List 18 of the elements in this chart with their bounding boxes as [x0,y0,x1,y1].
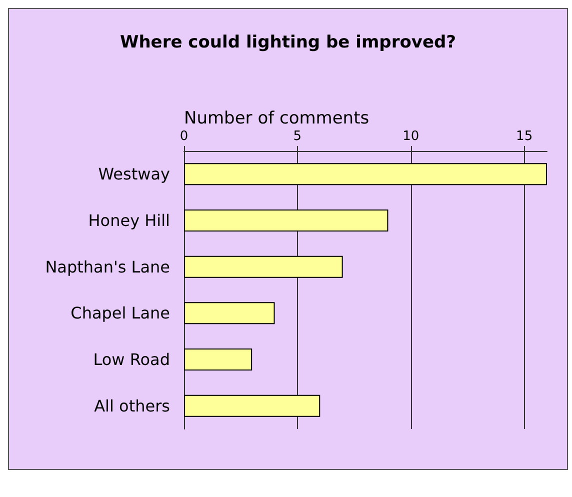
y-tick-label: Westway [98,164,170,184]
bar [184,256,343,278]
x-tick-label: 10 [402,129,420,144]
bar [184,348,252,370]
y-tick-label: Honey Hill [88,211,170,230]
bar [184,210,388,232]
x-tick-label: 5 [293,129,302,144]
y-tick-label: Chapel Lane [70,304,170,323]
x-axis-title: Number of comments [184,108,370,128]
y-tick-label: Low Road [93,350,170,369]
y-tick-label: All others [94,396,170,416]
y-tick-label: Napthan's Lane [45,257,170,276]
x-tick-label: 15 [516,129,533,144]
chart-title: Where could lighting be improved? [120,32,456,52]
bar [184,163,547,186]
bar [184,302,275,324]
bar [184,394,320,417]
x-tick-label: 0 [180,129,188,144]
